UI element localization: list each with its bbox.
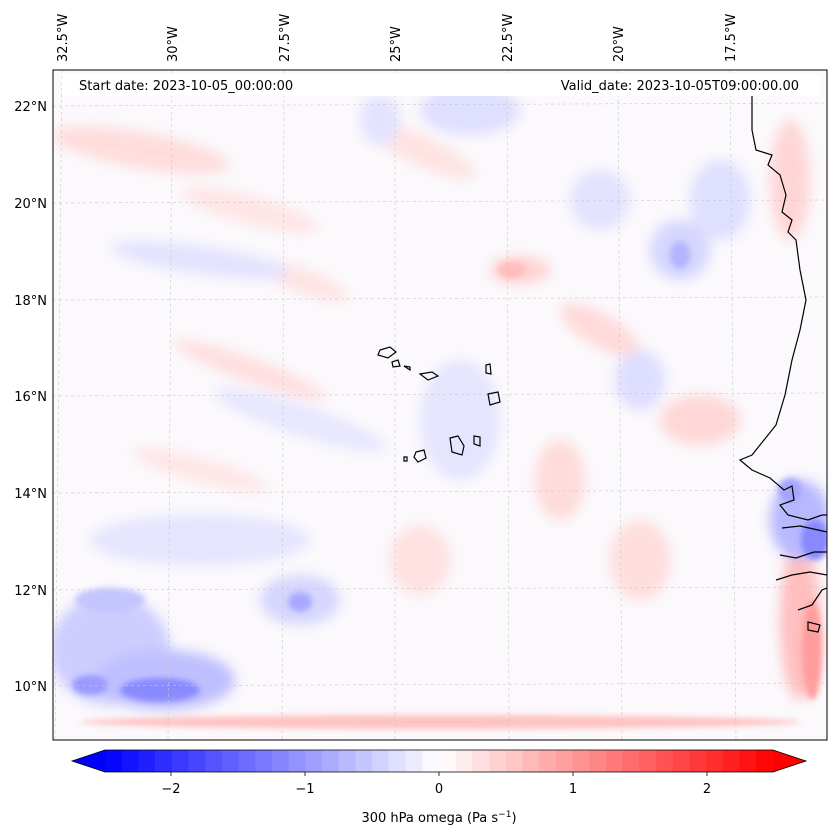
colorbar-segment	[388, 750, 407, 772]
lat-label: 12°N	[14, 584, 47, 599]
graticule	[53, 70, 827, 740]
colorbar-tick-label: 2	[703, 782, 711, 797]
colorbar-segment	[439, 750, 457, 772]
colorbar-segment	[656, 750, 674, 772]
colorbar-segment	[255, 750, 273, 772]
lat-label: 18°N	[14, 294, 47, 309]
colorbar-ticks: −2 −1 0 1 2	[161, 772, 711, 797]
colorbar-segment	[589, 750, 607, 772]
colorbar-segment	[272, 750, 290, 772]
colorbar-title: 300 hPa omega (Pa s−1)	[361, 810, 516, 826]
lon-label: 27.5°W	[278, 14, 293, 62]
lon-label: 20°W	[612, 26, 627, 62]
colorbar-segment	[171, 750, 189, 772]
colorbar-segment	[639, 750, 657, 772]
lat-label: 10°N	[14, 680, 47, 695]
colorbar-segment	[672, 750, 690, 772]
lat-label: 16°N	[14, 390, 47, 405]
colorbar-segment	[689, 750, 707, 772]
colorbar-segment	[606, 750, 624, 772]
colorbar-tick-label: 1	[569, 782, 577, 797]
colorbar-segment	[138, 750, 156, 772]
colorbar-segment	[522, 750, 540, 772]
colorbar-segment	[722, 750, 741, 772]
colorbar-segment	[372, 750, 390, 772]
colorbar-segment	[105, 750, 123, 772]
colorbar-tick-label: 0	[435, 782, 443, 797]
colorbar-segment	[238, 750, 256, 772]
colorbar-segment	[622, 750, 640, 772]
latitude-labels: 22°N 20°N 18°N 16°N 14°N 12°N 10°N	[14, 100, 47, 695]
colorbar-segment	[338, 750, 356, 772]
longitude-labels: 32.5°W 30°W 27.5°W 25°W 22.5°W 20°W 17.5…	[56, 14, 739, 62]
colorbar-segment	[756, 750, 774, 772]
colorbar-segment	[188, 750, 206, 772]
lon-label: 32.5°W	[56, 14, 71, 62]
colorbar-segment	[505, 750, 523, 772]
start-date-label: Start date: 2023-10-05_00:00:00	[79, 79, 293, 94]
colorbar: −2 −1 0 1 2 300 hPa omega (Pa s−1)	[70, 749, 808, 826]
coastlines	[377, 95, 827, 633]
lat-label: 14°N	[14, 487, 47, 502]
colorbar-segment	[539, 750, 557, 772]
map-frame	[52, 69, 828, 741]
colorbar-segments	[105, 750, 774, 772]
colorbar-segment	[555, 750, 574, 772]
colorbar-segment	[305, 750, 323, 772]
lon-label: 25°W	[389, 26, 404, 62]
colorbar-min-extension	[72, 750, 105, 772]
colorbar-segment	[288, 750, 306, 772]
lon-label: 30°W	[166, 26, 181, 62]
colorbar-outline	[70, 749, 808, 773]
colorbar-segment	[422, 750, 440, 772]
lon-label: 22.5°W	[501, 14, 516, 62]
omega-field	[53, 85, 827, 729]
lat-label: 22°N	[14, 100, 47, 115]
colorbar-segment	[572, 750, 590, 772]
colorbar-segment	[489, 750, 507, 772]
colorbar-max-extension	[773, 750, 806, 772]
colorbar-segment	[455, 750, 473, 772]
colorbar-segment	[706, 750, 724, 772]
colorbar-segment	[405, 750, 423, 772]
colorbar-segment	[121, 750, 139, 772]
colorbar-tick-label: −2	[161, 782, 180, 797]
info-banner	[62, 74, 820, 96]
colorbar-segment	[472, 750, 490, 772]
colorbar-segment	[355, 750, 373, 772]
colorbar-segment	[322, 750, 340, 772]
colorbar-segment	[739, 750, 757, 772]
lon-label: 17.5°W	[724, 14, 739, 62]
colorbar-tick-label: −1	[295, 782, 314, 797]
lat-label: 20°N	[14, 197, 47, 212]
colorbar-segment	[205, 750, 223, 772]
colorbar-segment	[155, 750, 173, 772]
valid-date-label: Valid_date: 2023-10-05T09:00:00.00	[561, 79, 799, 94]
colorbar-segment	[221, 750, 240, 772]
